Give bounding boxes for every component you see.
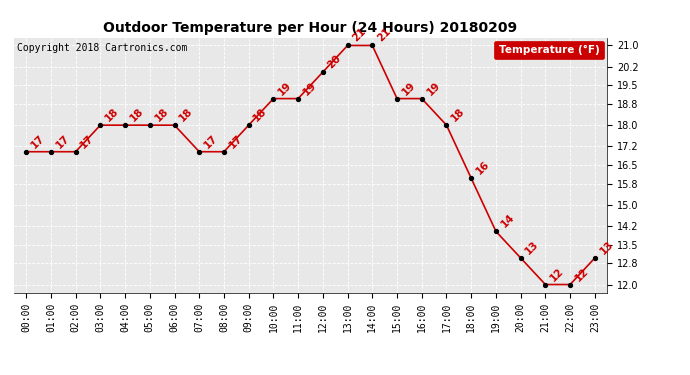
Point [391,96,402,102]
Text: 18: 18 [177,106,195,124]
Point [95,122,106,128]
Point [317,69,328,75]
Point [119,122,130,128]
Point [268,96,279,102]
Text: 21: 21 [375,27,393,44]
Text: 17: 17 [29,133,46,150]
Text: 18: 18 [449,106,466,124]
Text: 17: 17 [202,133,219,150]
Point [564,282,575,288]
Point [219,149,230,155]
Point [46,149,57,155]
Text: 20: 20 [326,53,343,70]
Text: 16: 16 [474,159,491,177]
Point [169,122,180,128]
Point [466,175,477,181]
Point [342,42,353,48]
Text: 18: 18 [104,106,121,124]
Text: 14: 14 [499,212,516,230]
Point [21,149,32,155]
Text: 17: 17 [227,133,244,150]
Point [416,96,427,102]
Point [194,149,205,155]
Text: Copyright 2018 Cartronics.com: Copyright 2018 Cartronics.com [17,43,187,52]
Text: 17: 17 [54,133,71,150]
Text: 13: 13 [598,239,615,256]
Text: 19: 19 [301,80,318,97]
Text: 12: 12 [573,266,591,283]
Title: Outdoor Temperature per Hour (24 Hours) 20180209: Outdoor Temperature per Hour (24 Hours) … [104,21,518,35]
Text: 19: 19 [425,80,442,97]
Point [70,149,81,155]
Text: 18: 18 [252,106,269,124]
Text: 17: 17 [79,133,96,150]
Point [515,255,526,261]
Text: 12: 12 [549,266,566,283]
Point [367,42,378,48]
Point [441,122,452,128]
Text: 21: 21 [351,27,368,44]
Point [243,122,254,128]
Text: 13: 13 [524,239,541,256]
Point [144,122,155,128]
Text: 18: 18 [128,106,146,124]
Text: 18: 18 [152,106,170,124]
Point [491,228,502,234]
Text: 19: 19 [400,80,417,97]
Point [293,96,304,102]
Legend: Temperature (°F): Temperature (°F) [494,40,604,59]
Text: 19: 19 [277,80,294,97]
Point [540,282,551,288]
Point [589,255,600,261]
